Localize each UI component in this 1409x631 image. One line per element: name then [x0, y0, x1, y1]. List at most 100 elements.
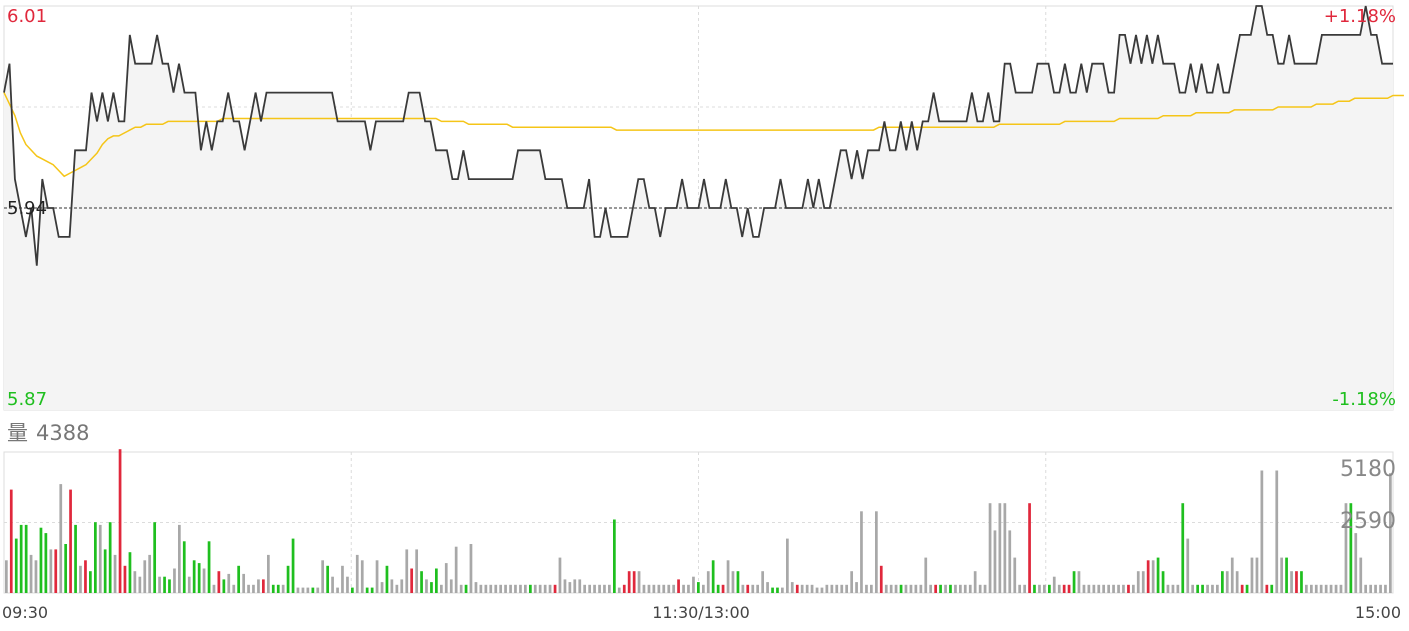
volume-bar — [608, 584, 611, 593]
volume-bar — [716, 584, 720, 593]
volume-bar — [449, 579, 453, 593]
volume-bar — [34, 560, 38, 593]
volume-bar — [657, 584, 661, 593]
volume-bar — [721, 584, 725, 593]
volume-bar — [454, 546, 458, 593]
volume-bar — [123, 565, 127, 593]
volume-bar — [178, 524, 181, 593]
volume-bar — [98, 524, 102, 593]
volume-bar — [113, 554, 117, 593]
volume-bar — [217, 571, 221, 593]
volume-bar — [687, 584, 690, 593]
volume-bar — [934, 584, 938, 593]
volume-bar — [252, 584, 255, 593]
volume-bar — [914, 584, 918, 593]
volume-bar — [19, 524, 23, 593]
volume-bar — [1295, 571, 1298, 593]
volume-bar — [276, 584, 280, 593]
volume-bar — [1122, 584, 1125, 593]
volume-bar — [1329, 584, 1333, 593]
volume-bar — [519, 584, 522, 593]
volume-bar — [108, 522, 112, 593]
volume-bar — [464, 584, 468, 593]
volume-bar — [553, 584, 557, 593]
volume-bar — [588, 584, 592, 593]
volume-bar — [731, 571, 735, 593]
volume-bar — [197, 563, 201, 593]
volume-bar — [1117, 584, 1120, 593]
volume-bar — [830, 584, 834, 593]
volume-bar — [652, 584, 656, 593]
volume-bar — [489, 584, 493, 593]
volume-bar — [805, 584, 809, 593]
volume-bar — [118, 449, 122, 593]
volume-bar — [311, 587, 315, 593]
volume-bar — [237, 565, 241, 593]
volume-bar — [1260, 470, 1264, 593]
volume-bar — [1265, 584, 1269, 593]
volume-bar — [667, 584, 671, 593]
volume-bar — [1008, 530, 1012, 593]
volume-bar — [1023, 584, 1027, 593]
volume-bar — [5, 560, 8, 593]
volume-bar — [993, 530, 997, 593]
volume-bar — [158, 576, 161, 593]
volume-bar — [786, 538, 789, 593]
volume-bar — [1216, 584, 1219, 593]
volume-bar — [242, 573, 246, 593]
volume-bar — [706, 571, 710, 593]
volume-bar — [529, 584, 532, 593]
volume-bar — [64, 544, 68, 593]
volume-bar — [494, 584, 498, 593]
volume-bar — [74, 524, 77, 593]
volume-bar — [410, 568, 414, 593]
volume-bar — [296, 587, 300, 593]
volume-bar — [613, 519, 616, 593]
volume-bar — [1389, 473, 1392, 593]
volume-bar — [89, 571, 92, 593]
volume-bar — [316, 587, 320, 593]
volume-bar — [1201, 584, 1204, 593]
volume-bar — [440, 584, 443, 593]
volume-bar — [425, 579, 428, 593]
pct-down-label: -1.18% — [1332, 389, 1396, 410]
volume-bar — [1250, 557, 1254, 593]
volume-bar — [1038, 584, 1041, 593]
volume-bar — [662, 584, 666, 593]
volume-bar — [212, 584, 216, 593]
volume-bar — [509, 584, 512, 593]
volume-bar — [1077, 571, 1081, 593]
volume-bar — [1319, 584, 1323, 593]
volume-bar — [904, 584, 908, 593]
volume-bar — [1033, 584, 1036, 593]
volume-bar — [1280, 557, 1284, 593]
volume-bar — [321, 560, 325, 593]
volume-bar — [1013, 557, 1017, 593]
volume-bar — [375, 560, 379, 593]
volume-bar — [435, 568, 438, 593]
volume-bar — [1270, 584, 1274, 593]
volume-bar — [983, 584, 987, 593]
volume-bar — [133, 571, 137, 593]
volume-bar — [870, 584, 873, 593]
volume-bar — [1171, 584, 1175, 593]
volume-bar — [247, 584, 250, 593]
volume-bar — [702, 584, 705, 593]
volume-bar — [44, 533, 48, 593]
pct-up-label: +1.18% — [1324, 6, 1396, 27]
volume-bar — [677, 579, 680, 593]
volume-bar — [1097, 584, 1101, 593]
volume-bar — [647, 584, 651, 593]
volume-bar — [899, 584, 903, 593]
volume-bar — [153, 522, 157, 593]
volume-panel-grid — [3, 451, 1394, 594]
volume-bar — [889, 584, 893, 593]
volume-bar — [771, 587, 774, 593]
volume-bar — [968, 584, 972, 593]
volume-title-prefix: 量 — [7, 421, 28, 445]
volume-bar — [751, 584, 755, 593]
volume-bar — [232, 584, 236, 593]
volume-bar — [736, 571, 740, 593]
volume-bar — [795, 584, 799, 593]
volume-bar — [682, 584, 685, 593]
